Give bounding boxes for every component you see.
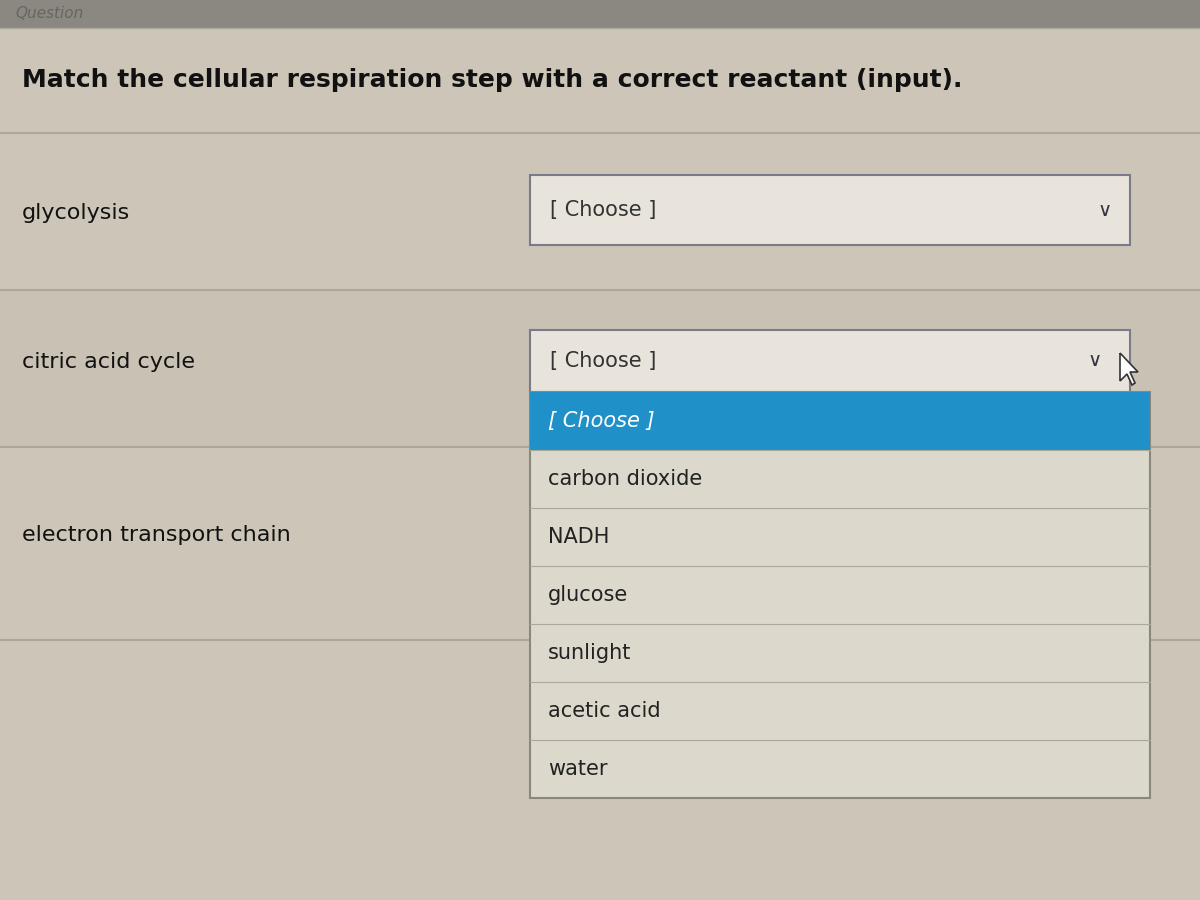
Text: ∨: ∨ <box>1098 201 1112 220</box>
Text: water: water <box>548 759 607 779</box>
Bar <box>0 447 1200 640</box>
Text: carbon dioxide: carbon dioxide <box>548 469 702 489</box>
Bar <box>530 175 1130 245</box>
PathPatch shape <box>1120 353 1138 385</box>
Text: electron transport chain: electron transport chain <box>22 525 290 545</box>
Bar <box>0 290 1200 447</box>
Text: glucose: glucose <box>548 585 629 605</box>
Bar <box>0 28 1200 133</box>
Text: glycolysis: glycolysis <box>22 203 131 223</box>
Text: ∨: ∨ <box>1088 352 1102 371</box>
Text: acetic acid: acetic acid <box>548 701 661 721</box>
Bar <box>0 0 1200 28</box>
Text: Question: Question <box>14 6 83 22</box>
Text: sunlight: sunlight <box>548 643 631 663</box>
Text: NADH: NADH <box>548 527 610 547</box>
Text: citric acid cycle: citric acid cycle <box>22 352 194 372</box>
Bar <box>530 330 1130 392</box>
Bar <box>530 392 1150 798</box>
Text: [ Choose ]: [ Choose ] <box>550 351 656 371</box>
Bar <box>0 640 1200 900</box>
Text: Match the cellular respiration step with a correct reactant (input).: Match the cellular respiration step with… <box>22 68 962 92</box>
Text: [ Choose ]: [ Choose ] <box>550 200 656 220</box>
Bar <box>0 133 1200 290</box>
Text: [ Choose ]: [ Choose ] <box>548 411 655 431</box>
Bar <box>530 392 1150 450</box>
